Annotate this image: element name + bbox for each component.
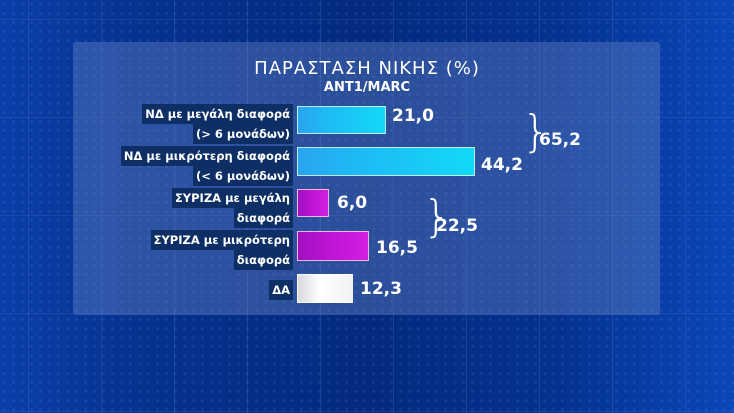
category-label-nd-small: ΝΔ με μικρότερη διαφορά (< 6 μονάδων) (120, 146, 293, 186)
chart-panel (73, 42, 660, 315)
value-nd-small: 44,2 (481, 155, 523, 175)
chart-source: ANT1/MARC (323, 80, 411, 95)
total-nd: 65,2 (539, 130, 581, 150)
bar-syriza-small (297, 231, 369, 261)
value-da: 12,3 (360, 279, 402, 299)
brace-nd: } (522, 106, 550, 157)
bar-syriza-large (297, 189, 329, 217)
category-label-da: ΔΑ (269, 280, 293, 300)
category-label-nd-large: ΝΔ με μεγάλη διαφορά (> 6 μονάδων) (142, 104, 293, 144)
total-syriza: 22,5 (436, 216, 478, 236)
category-label-syriza-small: ΣΥΡΙΖΑ με μικρότερη διαφορά (150, 230, 293, 270)
brace-syriza: } (423, 191, 451, 242)
bar-nd-small (297, 147, 475, 176)
value-syriza-large: 6,0 (337, 193, 368, 213)
bar-nd-large (297, 106, 386, 134)
value-nd-large: 21,0 (392, 106, 434, 126)
value-syriza-small: 16,5 (376, 238, 418, 258)
category-label-syriza-large: ΣΥΡΙΖΑ με μεγάλη διαφορά (171, 188, 293, 228)
bar-da (297, 274, 353, 303)
chart-title: ΠΑΡΑΣΤΑΣΗ ΝΙΚΗΣ (%) (254, 58, 480, 79)
